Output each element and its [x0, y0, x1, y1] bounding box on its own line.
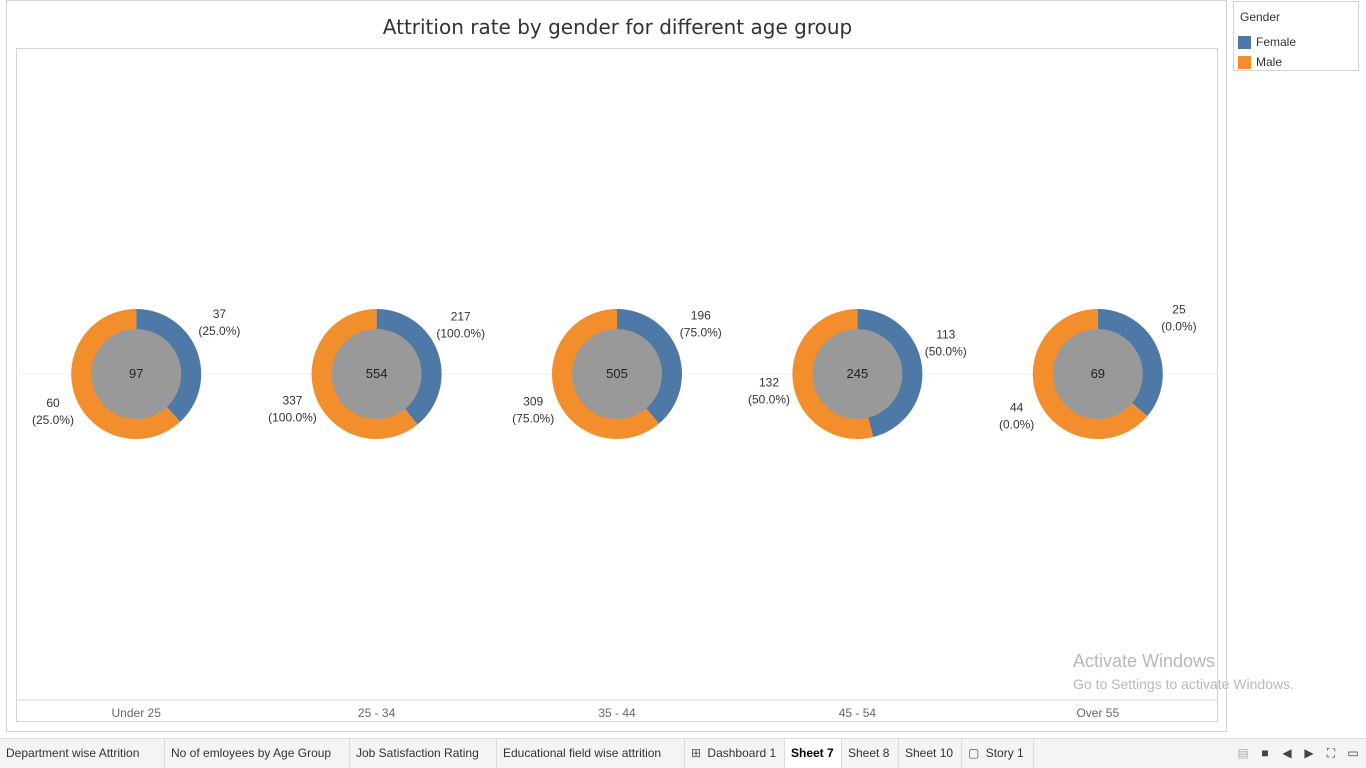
- chart-title: Attrition rate by gender for different a…: [382, 15, 853, 39]
- tab-educational-field-attrition[interactable]: Educational field wise attrition: [497, 739, 685, 768]
- tab-label: Department wise Attrition: [6, 746, 140, 760]
- x-tick-label-45-54: 45 - 54: [839, 706, 877, 720]
- tab-label: Educational field wise attrition: [503, 746, 662, 760]
- filmstrip-view-icon[interactable]: ▤: [1237, 746, 1249, 760]
- legend-label-male: Male: [1256, 55, 1283, 69]
- x-tick-label-25-34: 25 - 34: [358, 706, 396, 720]
- data-label-female-35-44: 196 (75.0%): [680, 309, 722, 340]
- data-label-female-over-55: 25 (0.0%): [1161, 302, 1196, 333]
- x-tick-label-over-55: Over 55: [1076, 706, 1119, 720]
- data-label-male-25-34: 337 (100.0%): [268, 393, 317, 424]
- scroll-left-icon[interactable]: ◀: [1282, 746, 1292, 760]
- legend-swatch-female: [1238, 35, 1251, 49]
- donut-total-label-35-44: 505: [606, 366, 628, 381]
- legend-item-male[interactable]: Male: [1238, 54, 1282, 70]
- dashboard-icon: ⊞: [691, 746, 702, 760]
- x-tick-label-35-44: 35 - 44: [598, 706, 636, 720]
- donut-hole-over-55: [1052, 329, 1143, 419]
- legend: Gender Female Male: [1233, 1, 1359, 71]
- scroll-right-icon[interactable]: ▶: [1304, 746, 1314, 760]
- donut-hole-45-54: [812, 329, 903, 419]
- data-label-male-over-55: 44 (0.0%): [999, 401, 1034, 432]
- tab-employees-by-age-group[interactable]: No of emloyees by Age Group: [165, 739, 350, 768]
- tab-department-wise-attrition[interactable]: Department wise Attrition: [0, 739, 165, 768]
- tab-story-1[interactable]: ▢ Story 1: [962, 739, 1034, 768]
- donut-hole-under-25: [91, 329, 182, 419]
- data-label-female-under-25: 37 (25.0%): [198, 307, 240, 338]
- tab-job-satisfaction-rating[interactable]: Job Satisfaction Rating: [350, 739, 497, 768]
- legend-label-female: Female: [1256, 35, 1297, 49]
- sheet-view-icon[interactable]: ■: [1261, 746, 1269, 760]
- sheet-tab-bar: Department wise Attrition No of emloyees…: [0, 738, 1366, 768]
- data-label-male-35-44: 309 (75.0%): [512, 394, 554, 425]
- tab-sheet-10[interactable]: Sheet 10: [899, 739, 962, 768]
- tab-label: Story 1: [985, 746, 1024, 760]
- donut-total-label-25-34: 554: [366, 366, 388, 381]
- donut-total-label-over-55: 69: [1091, 366, 1105, 381]
- tab-dashboard-1[interactable]: ⊞ Dashboard 1: [685, 739, 785, 768]
- tab-label: Sheet 8: [848, 746, 890, 760]
- donut-hole-25-34: [331, 329, 422, 419]
- x-tick-label-under-25: Under 25: [112, 706, 162, 720]
- plot-area: [16, 48, 1218, 722]
- legend-swatch-male: [1238, 55, 1251, 69]
- tab-sheet-7[interactable]: Sheet 7: [785, 739, 842, 768]
- donut-total-label-under-25: 97: [129, 366, 143, 381]
- tab-sheet-8[interactable]: Sheet 8: [842, 739, 899, 768]
- data-label-female-25-34: 217 (100.0%): [436, 310, 485, 341]
- donut-total-label-45-54: 245: [847, 366, 869, 381]
- donut-chart: 97 37 (25.0%) 60 (25.0%) Under 25 554 217 (100.0…: [16, 302, 1218, 720]
- legend-title: Gender: [1240, 10, 1281, 24]
- legend-item-female[interactable]: Female: [1238, 34, 1296, 50]
- data-label-male-45-54: 132 (50.0%): [748, 375, 790, 406]
- data-label-female-45-54: 113 (50.0%): [925, 328, 967, 359]
- donut-hole-35-44: [572, 329, 662, 419]
- fullscreen-icon[interactable]: ⛶: [1326, 746, 1336, 760]
- present-mode-icon[interactable]: ▭: [1347, 746, 1359, 760]
- tab-label: Sheet 10: [905, 746, 954, 760]
- tab-label: No of emloyees by Age Group: [171, 746, 332, 760]
- tab-label: Sheet 7: [791, 746, 834, 760]
- tab-label: Dashboard 1: [707, 746, 777, 760]
- story-icon: ▢: [968, 746, 980, 760]
- data-label-male-under-25: 60 (25.0%): [32, 396, 74, 427]
- tab-label: Job Satisfaction Rating: [356, 746, 479, 760]
